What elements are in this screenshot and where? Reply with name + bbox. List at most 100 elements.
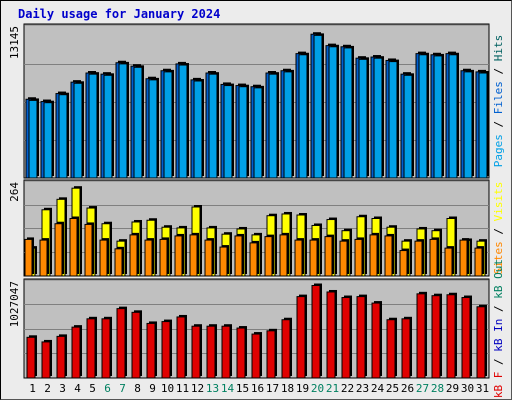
legend-kb-out: kB Out xyxy=(492,259,505,299)
kbf-bar-30 xyxy=(461,297,471,379)
day-label-31: 31 xyxy=(476,382,489,395)
files-bar-22 xyxy=(343,47,353,179)
sites-bar-1 xyxy=(24,238,33,277)
files-bar-15 xyxy=(238,86,248,179)
kbf-bar-13 xyxy=(206,325,216,379)
sites-bar-20 xyxy=(309,239,318,277)
kbf-bar-25 xyxy=(386,319,396,379)
kbf-bar-26 xyxy=(401,318,411,379)
files-bar-7 xyxy=(118,63,128,179)
y-max-label-1: 13145 xyxy=(8,26,21,59)
files-bar-18 xyxy=(283,71,293,179)
kbf-bar-15 xyxy=(236,327,246,379)
day-label-9: 9 xyxy=(149,382,156,395)
files-bar-27 xyxy=(418,54,428,179)
files-bar-3 xyxy=(58,94,68,179)
day-label-22: 22 xyxy=(341,382,354,395)
sites-bar-7 xyxy=(114,248,123,277)
legend-files: Files xyxy=(492,81,505,114)
sites-bar-5 xyxy=(84,223,93,277)
files-bar-23 xyxy=(358,58,368,179)
files-bar-26 xyxy=(403,74,413,179)
day-label-26: 26 xyxy=(401,382,414,395)
kbf-bar-24 xyxy=(371,302,381,379)
files-bar-24 xyxy=(373,57,383,179)
files-bar-10 xyxy=(163,71,173,179)
sites-bar-19 xyxy=(294,239,303,277)
files-bar-29 xyxy=(448,54,458,179)
kbf-bar-19 xyxy=(296,296,306,379)
files-bar-2 xyxy=(43,102,53,179)
legend-sep: / xyxy=(492,61,505,81)
files-bar-9 xyxy=(148,79,158,179)
day-label-6: 6 xyxy=(104,382,111,395)
day-label-11: 11 xyxy=(176,382,189,395)
sites-bar-3 xyxy=(54,223,63,277)
sites-bar-9 xyxy=(144,239,153,277)
legend-kb-in: kB In xyxy=(492,319,505,352)
files-bar-1 xyxy=(28,99,38,179)
files-bar-31 xyxy=(478,72,488,179)
sites-bar-25 xyxy=(384,235,393,277)
files-bar-4 xyxy=(73,82,83,179)
legend-visits-panel: Sites / Visits xyxy=(492,182,505,275)
day-label-8: 8 xyxy=(134,382,141,395)
sites-bar-27 xyxy=(414,240,423,277)
day-label-5: 5 xyxy=(89,382,96,395)
day-label-7: 7 xyxy=(119,382,126,395)
sites-bar-28 xyxy=(429,238,438,277)
legend-sep: / xyxy=(492,352,505,372)
kbf-bar-17 xyxy=(266,330,276,379)
day-label-14: 14 xyxy=(221,382,235,395)
kbf-bar-23 xyxy=(356,296,366,379)
day-label-18: 18 xyxy=(281,382,294,395)
kbf-bar-3 xyxy=(56,335,66,379)
sites-bar-12 xyxy=(189,234,198,277)
sites-bar-8 xyxy=(129,234,138,277)
sites-bar-18 xyxy=(279,234,288,277)
sites-bar-26 xyxy=(399,250,408,277)
day-label-16: 16 xyxy=(251,382,264,395)
day-label-2: 2 xyxy=(44,382,51,395)
kbf-bar-12 xyxy=(191,325,201,379)
files-bar-20 xyxy=(313,34,323,179)
legend-hits-panel: Pages / Files / Hits xyxy=(492,35,505,168)
kbf-bar-8 xyxy=(131,311,141,379)
kbf-bar-27 xyxy=(416,293,426,379)
sites-bar-31 xyxy=(474,247,483,277)
kbf-bar-21 xyxy=(326,291,336,379)
kbf-bar-31 xyxy=(476,306,486,379)
sites-bar-11 xyxy=(174,235,183,277)
files-bar-13 xyxy=(208,73,218,179)
legend-kb-f: kB F xyxy=(492,372,505,399)
kbf-bar-22 xyxy=(341,297,351,379)
files-bar-5 xyxy=(88,73,98,179)
legend-visits: Visits xyxy=(492,182,505,222)
files-bar-6 xyxy=(103,74,113,179)
files-bar-16 xyxy=(253,87,263,179)
sites-bar-29 xyxy=(444,247,453,277)
kbf-bar-20 xyxy=(311,285,321,379)
kbf-bar-6 xyxy=(101,318,111,379)
kbf-bar-11 xyxy=(176,316,186,379)
sites-bar-15 xyxy=(234,235,243,277)
kbf-bar-10 xyxy=(161,321,171,379)
day-label-28: 28 xyxy=(431,382,444,395)
day-label-10: 10 xyxy=(161,382,174,395)
legend-sep: / xyxy=(492,114,505,134)
chart-title: Daily usage for January 2024 xyxy=(18,7,221,21)
legend-sep: / xyxy=(492,221,505,241)
sites-bar-16 xyxy=(249,242,258,277)
kbf-bar-9 xyxy=(146,322,156,379)
sites-bar-2 xyxy=(39,239,48,277)
legend-hits: Hits xyxy=(492,35,505,62)
sites-bar-22 xyxy=(339,240,348,277)
day-label-23: 23 xyxy=(356,382,369,395)
files-bar-21 xyxy=(328,46,338,179)
y-max-label-2: 264 xyxy=(8,182,21,202)
sites-bar-10 xyxy=(159,238,168,277)
day-label-15: 15 xyxy=(236,382,249,395)
day-label-1: 1 xyxy=(29,382,36,395)
files-bar-8 xyxy=(133,66,143,179)
day-label-30: 30 xyxy=(461,382,474,395)
